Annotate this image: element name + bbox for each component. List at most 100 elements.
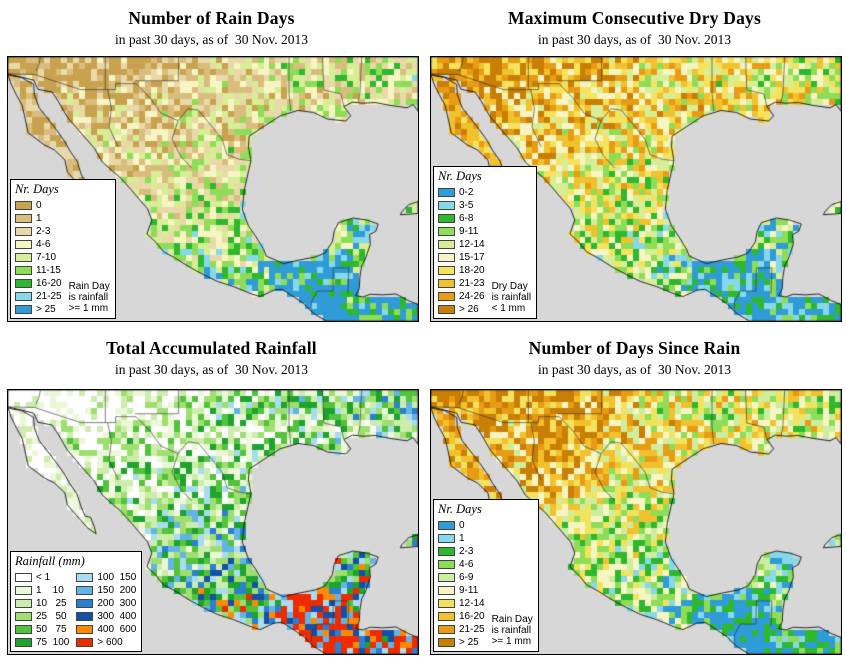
legend-entry: 200 300 <box>76 597 136 609</box>
legend-consecutive-dry-days: Nr. Days 0-2 3-5 6-8 9-11 12-14 15-17 18-20 21-… <box>433 166 538 319</box>
legend-label: 9-11 <box>459 225 479 237</box>
legend-swatch <box>15 585 32 595</box>
legend-label: 0-2 <box>459 186 474 198</box>
legend-label: 4-6 <box>36 238 51 250</box>
legend-label: > 26 <box>459 303 479 315</box>
legend-swatch <box>438 520 455 530</box>
legend-label: 300 400 <box>97 610 137 622</box>
legend-entry: 21-25 <box>438 623 485 635</box>
legend-swatch <box>438 239 455 249</box>
legend-column: 0-2 3-5 6-8 9-11 12-14 15-17 18-20 21-23 24-26 > … <box>438 186 485 315</box>
legend-label: 10 25 <box>36 597 67 609</box>
legend-label: 2-3 <box>459 545 474 557</box>
legend-entry: 50 75 <box>15 623 69 635</box>
legend-entries: 0 1 2-3 4-6 7-10 11-15 16-20 21-25 > 25 Rain Day i… <box>15 199 110 315</box>
legend-swatch <box>438 265 455 275</box>
legend-label: 7-10 <box>36 251 57 263</box>
panel-title-accumulated-rainfall: Total Accumulated Rainfall <box>106 338 317 358</box>
legend-entry: 9-11 <box>438 225 485 237</box>
legend-label: 21-23 <box>459 277 485 289</box>
legend-entry: 12-14 <box>438 597 485 609</box>
legend-title: Nr. Days <box>15 182 59 196</box>
legend-swatch <box>438 637 455 647</box>
legend-entry: 2-3 <box>438 545 485 557</box>
legend-label: 6-9 <box>459 571 474 583</box>
legend-swatch <box>76 585 94 595</box>
legend-entry: > 25 <box>438 636 485 648</box>
legend-label: 24-26 <box>459 290 485 302</box>
legend-swatch <box>438 252 455 262</box>
legend-swatch <box>15 304 32 314</box>
legend-swatch <box>438 304 455 314</box>
legend-entry: 0 <box>438 519 485 531</box>
legend-days-since-rain: Nr. Days 0 1 2-3 4-6 6-9 9-11 12-14 16-20 21-25 >… <box>433 499 539 652</box>
legend-entry: > 26 <box>438 303 485 315</box>
legend-swatch <box>438 213 455 223</box>
legend-entry: 16-20 <box>15 277 62 289</box>
legend-label: 12-14 <box>459 597 485 609</box>
legend-entry: 24-26 <box>438 290 485 302</box>
legend-entries: 0-2 3-5 6-8 9-11 12-14 15-17 18-20 21-23 24-26 > … <box>438 186 531 315</box>
legend-entry: 300 400 <box>76 610 136 622</box>
panel-subtitle-rain-days: in past 30 days, as of 30 Nov. 2013 <box>115 32 308 47</box>
legend-swatch <box>76 624 94 634</box>
legend-label: 11-15 <box>36 264 61 276</box>
legend-label: 1 10 <box>36 584 64 596</box>
legend-entry: 3-5 <box>438 199 485 211</box>
panel-days-since-rain: Number of Days Since Rain in past 30 day… <box>423 330 846 658</box>
legend-label: 3-5 <box>459 199 474 211</box>
legend-swatch <box>15 252 32 262</box>
legend-swatch <box>438 611 455 621</box>
legend-entry: > 600 <box>76 636 136 648</box>
legend-entry: 1 10 <box>15 584 69 596</box>
legend-entry: 150 200 <box>76 584 136 596</box>
legend-title: Rainfall (mm) <box>15 554 85 568</box>
legend-label: 100 150 <box>97 571 137 583</box>
legend-label: 1 <box>36 212 42 224</box>
legend-swatch <box>15 572 32 582</box>
legend-entries: 0 1 2-3 4-6 6-9 9-11 12-14 16-20 21-25 > 25 Rain D… <box>438 519 533 648</box>
legend-note: Rain Day is rainfall >= 1 mm <box>491 614 533 647</box>
legend-swatch <box>15 278 32 288</box>
legend-swatch <box>15 213 32 223</box>
legend-label: 4-6 <box>459 558 474 570</box>
legend-label: 75 100 <box>36 636 70 648</box>
legend-entry: 75 100 <box>15 636 69 648</box>
legend-entry: 10 25 <box>15 597 69 609</box>
legend-title: Nr. Days <box>438 502 482 516</box>
legend-label: 1 <box>459 532 465 544</box>
legend-swatch <box>15 239 32 249</box>
legend-entry: 12-14 <box>438 238 485 250</box>
legend-swatch <box>438 624 455 634</box>
legend-entry: 100 150 <box>76 571 136 583</box>
legend-swatch <box>438 278 455 288</box>
legend-label: 150 200 <box>97 584 137 596</box>
legend-entry: 1 <box>15 212 62 224</box>
legend-entry: 6-9 <box>438 571 485 583</box>
legend-label: 16-20 <box>459 610 485 622</box>
legend-swatch <box>438 585 455 595</box>
legend-swatch <box>438 572 455 582</box>
legend-entry: 0 <box>15 199 62 211</box>
legend-label: 16-20 <box>36 277 62 289</box>
legend-swatch <box>438 200 455 210</box>
legend-label: > 600 <box>97 636 123 648</box>
legend-entry: 400 600 <box>76 623 136 635</box>
legend-swatch <box>15 637 32 647</box>
legend-label: 18-20 <box>459 264 485 276</box>
legend-entry: 4-6 <box>15 238 62 250</box>
legend-column: 100 150 150 200 200 300 300 400 400 600 > 600 <box>76 571 136 648</box>
legend-entry: 2-3 <box>15 225 62 237</box>
legend-label: 12-14 <box>459 238 485 250</box>
panel-title-days-since-rain: Number of Days Since Rain <box>528 338 741 358</box>
legend-label: 0 <box>459 519 465 531</box>
panel-title-rain-days: Number of Rain Days <box>128 8 295 28</box>
legend-column: 0 1 2-3 4-6 6-9 9-11 12-14 16-20 21-25 > 25 <box>438 519 485 648</box>
legend-entry: 7-10 <box>15 251 62 263</box>
legend-label: 400 600 <box>97 623 137 635</box>
map-consecutive-dry-days: Nr. Days 0-2 3-5 6-8 9-11 12-14 15-17 18-20 21-… <box>430 56 842 322</box>
panel-consecutive-dry-days: Maximum Consecutive Dry Days in past 30 … <box>423 0 846 329</box>
